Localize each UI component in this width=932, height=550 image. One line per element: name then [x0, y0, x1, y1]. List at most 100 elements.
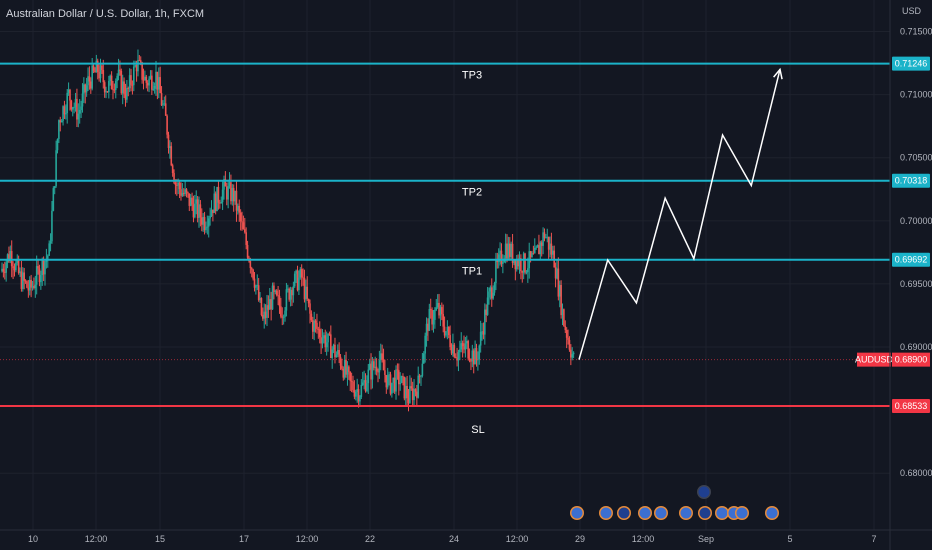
level-price-tag: [892, 252, 930, 267]
level-name-tp2: TP2: [462, 187, 482, 199]
candle-body: [492, 292, 494, 299]
candle-body: [490, 287, 493, 299]
candle-body: [560, 284, 562, 316]
candle-body: [135, 65, 138, 72]
candle-body: [479, 331, 482, 346]
candle-body: [561, 309, 564, 316]
candle-body: [558, 284, 561, 297]
time-tick-label: 5: [787, 534, 792, 544]
candle-body: [235, 190, 238, 211]
level-name-tp3: TP3: [462, 70, 482, 82]
candle-body: [203, 216, 206, 231]
level-price-label: 0.69692: [895, 255, 928, 265]
candle-body: [420, 375, 422, 377]
candle-body: [571, 354, 574, 358]
candle-body: [360, 384, 363, 397]
candle-body: [221, 189, 224, 203]
candle-body: [320, 337, 322, 344]
candle-body: [270, 299, 272, 310]
time-tick-label: 29: [575, 534, 585, 544]
candle-body: [554, 267, 557, 279]
candle-body: [108, 81, 110, 93]
candle-body: [42, 260, 45, 275]
candle-body: [160, 93, 163, 106]
candle-body: [414, 389, 417, 392]
current-price-label: 0.68900: [895, 355, 928, 365]
candle-body: [339, 356, 342, 366]
candle-body: [176, 184, 178, 186]
candle-body: [78, 110, 81, 114]
candle-body: [513, 259, 515, 263]
candle-body: [146, 82, 149, 86]
candle-body: [67, 89, 70, 93]
candle-body: [52, 188, 55, 211]
candle-body: [6, 254, 9, 263]
candle-body: [385, 374, 388, 388]
candle-body: [459, 349, 461, 353]
candle-body: [350, 380, 353, 382]
candle-body: [386, 375, 389, 388]
candle-body: [243, 229, 246, 233]
candle-body: [545, 237, 547, 239]
candle-body: [95, 60, 98, 73]
candle-body: [400, 376, 403, 383]
candle-body: [223, 179, 225, 190]
candle-body: [570, 349, 572, 358]
candle-body: [77, 113, 80, 120]
price-tick-label: 0.70000: [900, 216, 932, 226]
candle-body: [184, 189, 186, 194]
candle-body: [303, 277, 306, 300]
candle-body: [536, 245, 539, 248]
candle-body: [106, 91, 109, 93]
candle-body: [461, 343, 464, 347]
price-axis[interactable]: 0.71500 0.71000 0.70500 0.70000 0.69500 0.690…: [889, 0, 932, 550]
candle-body: [71, 107, 74, 110]
flag-icon: [618, 507, 630, 519]
level-price-tag: [892, 56, 930, 71]
time-tick-label: 10: [28, 534, 38, 544]
candle-body: [49, 241, 52, 244]
candle-body: [425, 323, 428, 336]
time-tick-label: 12:00: [506, 534, 529, 544]
candle-body: [101, 65, 103, 71]
candle-body: [429, 309, 432, 311]
candle-body: [38, 268, 41, 283]
candle-body: [489, 287, 492, 292]
candle-body: [23, 272, 25, 281]
candle-body: [219, 202, 221, 204]
candle-body: [22, 272, 24, 289]
candle-body: [94, 70, 96, 73]
candle-body: [332, 344, 335, 350]
candle-body: [348, 366, 350, 372]
candle-body: [374, 366, 377, 368]
candle-body: [404, 385, 407, 399]
candle-body: [454, 356, 457, 358]
candle-body: [552, 250, 554, 255]
candle-body: [171, 165, 174, 174]
candle-body: [262, 314, 264, 319]
candle-body: [336, 349, 339, 355]
candle-body: [234, 190, 236, 202]
candle-body: [432, 319, 435, 325]
candle-body: [547, 236, 550, 250]
candle-body: [352, 381, 354, 391]
candle-body: [80, 106, 82, 111]
candle-body: [268, 299, 271, 310]
candle-body: [500, 250, 503, 264]
candle-body: [249, 260, 252, 269]
candle-body: [389, 374, 392, 394]
candle-body: [151, 75, 153, 90]
flag-icon: [655, 507, 667, 519]
flag-icon: [680, 507, 692, 519]
candle-body: [31, 285, 34, 288]
candle-body: [170, 146, 173, 166]
candle-body: [267, 305, 270, 310]
candle-body: [563, 309, 565, 327]
candle-body: [306, 286, 309, 299]
candle-body: [397, 370, 400, 385]
time-axis[interactable]: 10 12:00 15 17 12:00 22 24 12:00 29 12:00 Sep 5 7: [0, 529, 932, 544]
candle-body: [109, 75, 112, 82]
candle-body: [127, 88, 130, 89]
candle-body: [341, 365, 343, 369]
